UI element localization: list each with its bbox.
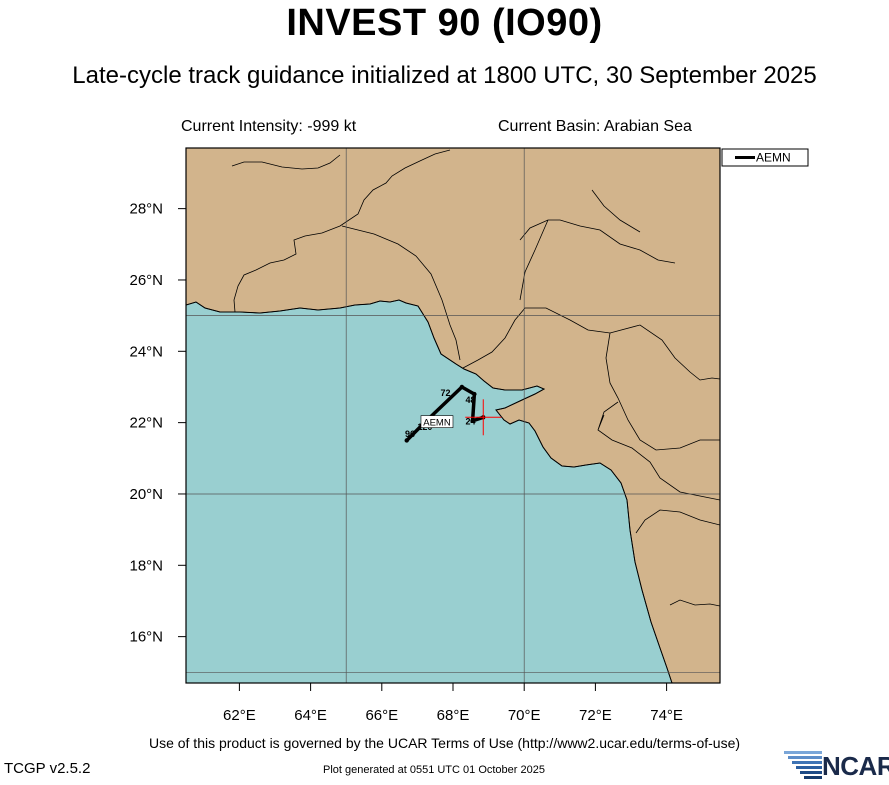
terms-of-use: Use of this product is governed by the U…	[148, 735, 741, 751]
model-label-box	[420, 415, 454, 428]
lat-tick-label: 18°N	[129, 557, 163, 574]
track-labels: 24487296120AEMN	[405, 388, 476, 439]
lon-tick-label: 74°E	[650, 707, 683, 724]
lat-tick-label: 28°N	[129, 201, 163, 218]
lat-tick-label: 26°N	[129, 272, 163, 289]
forecast-hour-label: 72	[441, 388, 451, 398]
model-label-text: AEMN	[423, 418, 451, 429]
lat-tick-label: 24°N	[129, 343, 163, 360]
lon-tick-label: 62°E	[223, 707, 256, 724]
axis-ticks: 62°E 64°E 66°E 68°E 70°E 72°E 74°E 16°N 18°N 20°N…	[129, 201, 682, 724]
current-intensity: Current Intensity: -999 kt	[181, 118, 357, 135]
lat-tick-label: 20°N	[129, 486, 163, 503]
generated-timestamp: Plot generated at 0551 UTC 01 October 20…	[323, 764, 545, 776]
ncar-logo: NCAR	[778, 748, 889, 781]
forecast-hour-label: 24	[465, 416, 475, 426]
map-subtitle: Late-cycle track guidance initialized at…	[72, 62, 817, 89]
track-point	[459, 384, 465, 390]
lon-tick-label: 66°E	[365, 707, 398, 724]
lon-tick-label: 70°E	[508, 707, 541, 724]
lon-tick-label: 72°E	[579, 707, 612, 724]
storm-position-marker	[465, 399, 502, 436]
gridlines	[186, 148, 720, 683]
forecast-hour-label: 96	[405, 429, 415, 439]
legend-box	[721, 148, 809, 167]
track-point	[472, 391, 477, 397]
track-point	[404, 438, 409, 443]
legend: AEMN	[721, 148, 809, 167]
legend-entry-aemn: AEMN	[756, 151, 791, 165]
lon-tick-label: 64°E	[294, 707, 327, 724]
coastline	[186, 299, 673, 683]
current-basin: Current Basin: Arabian Sea	[498, 118, 692, 135]
track-map: 24487296120AEMN 62°E64°E66°E68°E70°E72°E…	[129, 147, 809, 724]
state-borders	[231, 149, 720, 607]
ncar-logo-stripes	[784, 751, 822, 779]
version-label: TCGP v2.5.2	[4, 760, 91, 777]
track-points	[404, 384, 486, 443]
ncar-logo-text: NCAR	[822, 751, 889, 781]
lat-tick-label: 22°N	[129, 415, 163, 432]
lon-tick-label: 68°E	[437, 707, 470, 724]
track-point	[470, 418, 475, 424]
forecast-hour-label: 48	[465, 395, 475, 405]
map-title: INVEST 90 (IO90)	[286, 2, 603, 44]
lat-tick-label: 16°N	[129, 629, 163, 646]
